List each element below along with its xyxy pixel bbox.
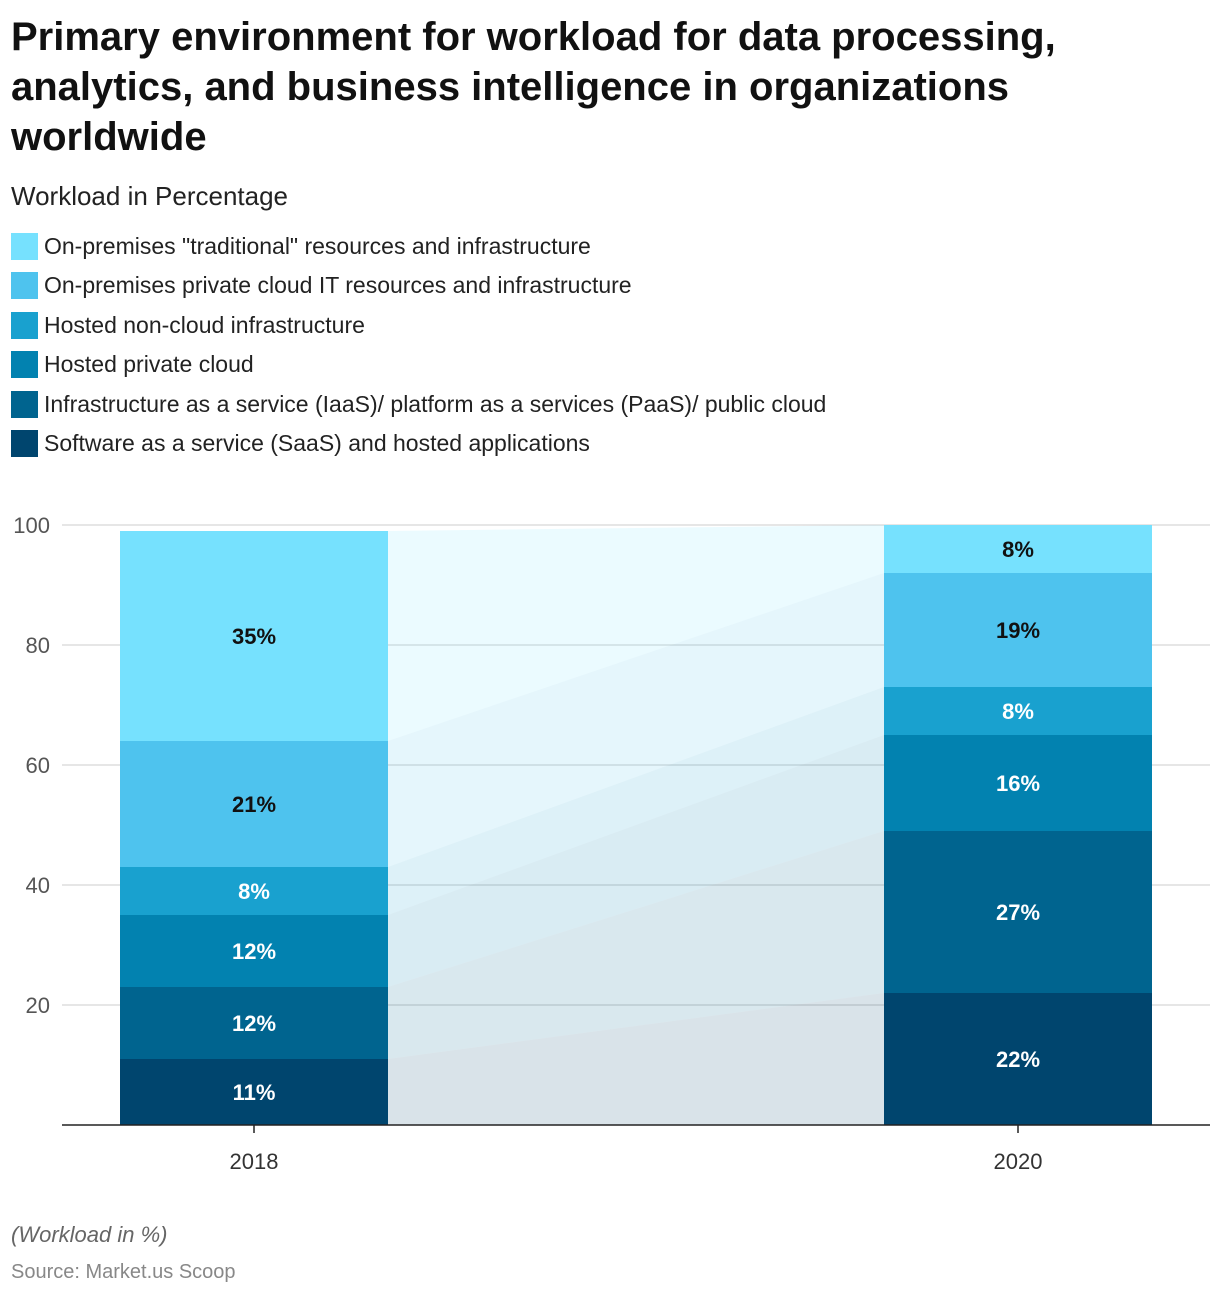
x-tick-label: 2020 bbox=[994, 1149, 1043, 1174]
legend-label: Hosted private cloud bbox=[44, 351, 254, 378]
data-label: 8% bbox=[238, 879, 270, 904]
bar-segment bbox=[120, 1059, 388, 1125]
data-label: 12% bbox=[232, 1011, 276, 1036]
legend-swatch bbox=[11, 351, 38, 379]
bar-segment bbox=[884, 687, 1152, 735]
legend-item: Infrastructure as a service (IaaS)/ plat… bbox=[11, 390, 826, 418]
bar-segment bbox=[884, 993, 1152, 1125]
footnote: (Workload in %) bbox=[11, 1222, 168, 1247]
legend-swatch bbox=[11, 430, 38, 458]
y-tick-label: 100 bbox=[13, 513, 50, 538]
bar-segment bbox=[884, 831, 1152, 993]
stacked-bar-chart: 20 40 60 80 100 11% 22% 12% 27% 12% 16% 8% 8% 21% 19% 3… bbox=[13, 513, 1210, 1174]
data-label: 11% bbox=[233, 1080, 276, 1105]
bar-segment bbox=[120, 741, 388, 867]
bar-segment bbox=[884, 573, 1152, 687]
connector-band bbox=[388, 573, 884, 867]
bar-segment bbox=[120, 987, 388, 1059]
y-tick-label: 60 bbox=[26, 753, 50, 778]
connector-band bbox=[388, 993, 884, 1125]
legend-item: Software as a service (SaaS) and hosted … bbox=[11, 430, 826, 458]
source-credit: Source: Market.us Scoop bbox=[11, 1261, 236, 1283]
data-label: 35% bbox=[232, 624, 276, 649]
legend-item: Hosted private cloud bbox=[11, 351, 826, 379]
legend-item: On-premises private cloud IT resources a… bbox=[11, 272, 826, 300]
data-label: 8% bbox=[1002, 699, 1034, 724]
legend-label: Hosted non-cloud infrastructure bbox=[44, 311, 365, 338]
y-tick-label: 80 bbox=[26, 633, 50, 658]
legend-label: On-premises private cloud IT resources a… bbox=[44, 272, 632, 299]
legend-swatch bbox=[11, 390, 38, 418]
y-tick-label: 40 bbox=[26, 873, 50, 898]
chart-title: Primary environment for workload for dat… bbox=[11, 15, 1056, 159]
data-label: 19% bbox=[996, 618, 1040, 643]
connector-band bbox=[388, 831, 884, 1059]
legend-item: Hosted non-cloud infrastructure bbox=[11, 311, 826, 339]
bar-segment bbox=[120, 867, 388, 915]
connector-band bbox=[388, 735, 884, 987]
chart-subtitle: Workload in Percentage bbox=[11, 181, 289, 211]
bar-segment bbox=[120, 915, 388, 987]
bar-segment bbox=[120, 531, 388, 741]
x-tick-label: 2018 bbox=[230, 1149, 279, 1174]
legend-swatch bbox=[11, 311, 38, 339]
legend-label: On-premises "traditional" resources and … bbox=[44, 232, 591, 259]
bar-segment bbox=[884, 525, 1152, 573]
bar-segment bbox=[884, 735, 1152, 831]
y-tick-label: 20 bbox=[26, 993, 50, 1018]
data-label: 8% bbox=[1002, 537, 1034, 562]
data-label: 21% bbox=[232, 792, 276, 817]
legend-label: Software as a service (SaaS) and hosted … bbox=[44, 430, 590, 457]
legend-swatch bbox=[11, 232, 38, 260]
legend: On-premises "traditional" resources and … bbox=[11, 232, 826, 470]
connector-band bbox=[388, 687, 884, 915]
legend-label: Infrastructure as a service (IaaS)/ plat… bbox=[44, 390, 827, 417]
legend-item: On-premises "traditional" resources and … bbox=[11, 232, 826, 260]
data-label: 12% bbox=[232, 939, 276, 964]
connector-band bbox=[388, 525, 884, 741]
data-label: 22% bbox=[996, 1047, 1040, 1072]
data-label: 27% bbox=[996, 900, 1040, 925]
legend-swatch bbox=[11, 272, 38, 300]
data-label: 16% bbox=[996, 771, 1040, 796]
